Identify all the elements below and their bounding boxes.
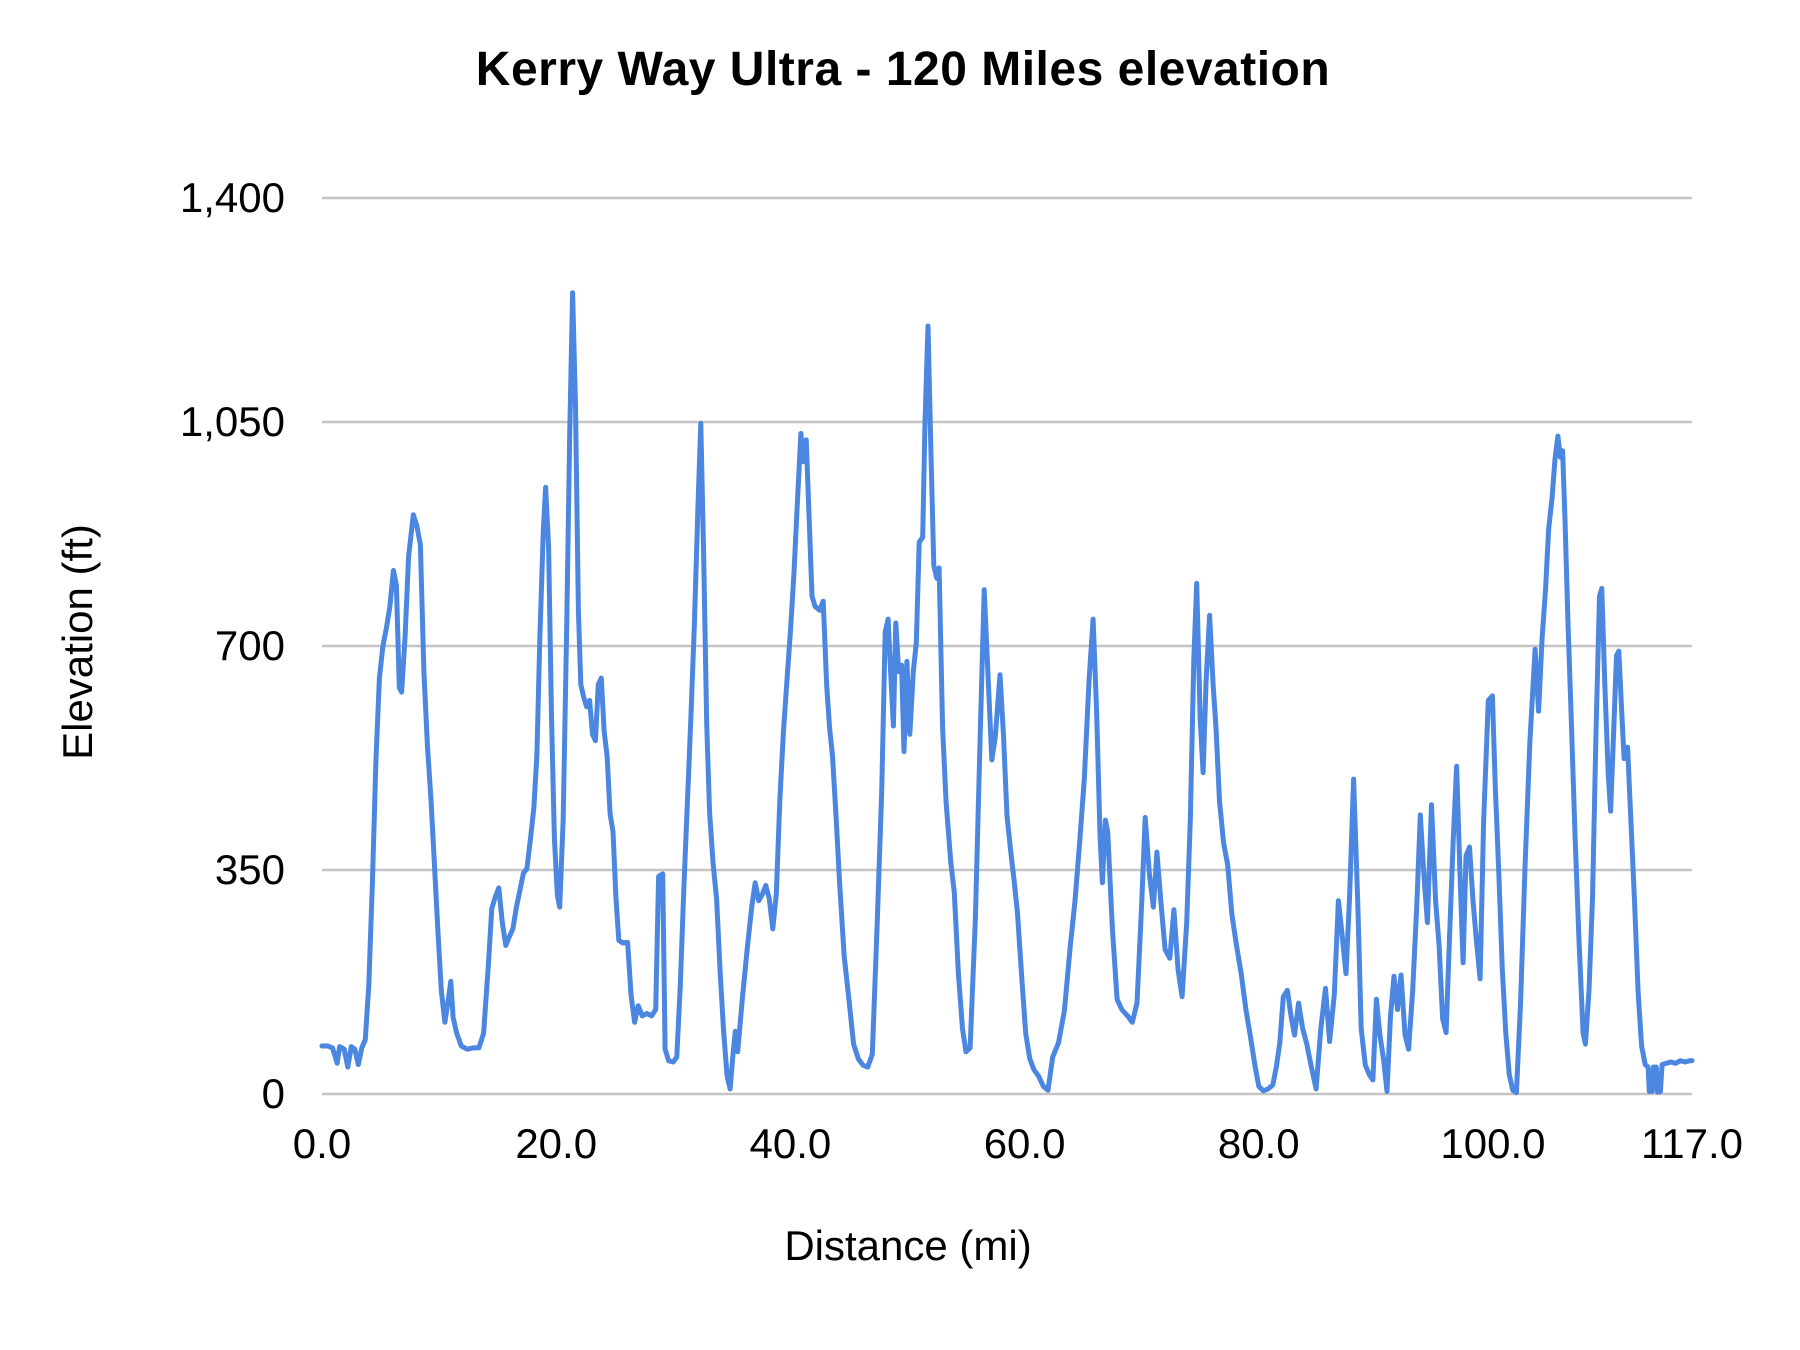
y-tick-label-700: 700: [214, 622, 285, 669]
y-axis-title: Elevation (ft): [54, 524, 101, 760]
x-axis-title: Distance (mi): [784, 1222, 1032, 1269]
y-tick-label-1,050: 1,050: [179, 398, 285, 445]
x-tick-label-20.0: 20.0: [515, 1120, 598, 1167]
x-tick-label-117.0: 117.0: [1641, 1120, 1743, 1167]
gridlines: [322, 196, 1692, 1096]
x-tick-label-60.0: 60.0: [983, 1120, 1066, 1167]
x-tick-label-40.0: 40.0: [749, 1120, 832, 1167]
chart-title: Kerry Way Ultra - 120 Miles elevation: [475, 43, 1331, 96]
x-tick-label-80.0: 80.0: [1217, 1120, 1300, 1167]
y-tick-label-350: 350: [214, 846, 285, 893]
y-tick-label-1,400: 1,400: [179, 174, 285, 221]
y-tick-label-0: 0: [261, 1070, 285, 1117]
elevation-line-series: [319, 290, 1695, 1096]
x-tick-label-0.0: 0.0: [292, 1120, 352, 1167]
series-line-elevation: [319, 290, 1695, 1096]
x-tick-label-100.0: 100.0: [1440, 1120, 1546, 1167]
